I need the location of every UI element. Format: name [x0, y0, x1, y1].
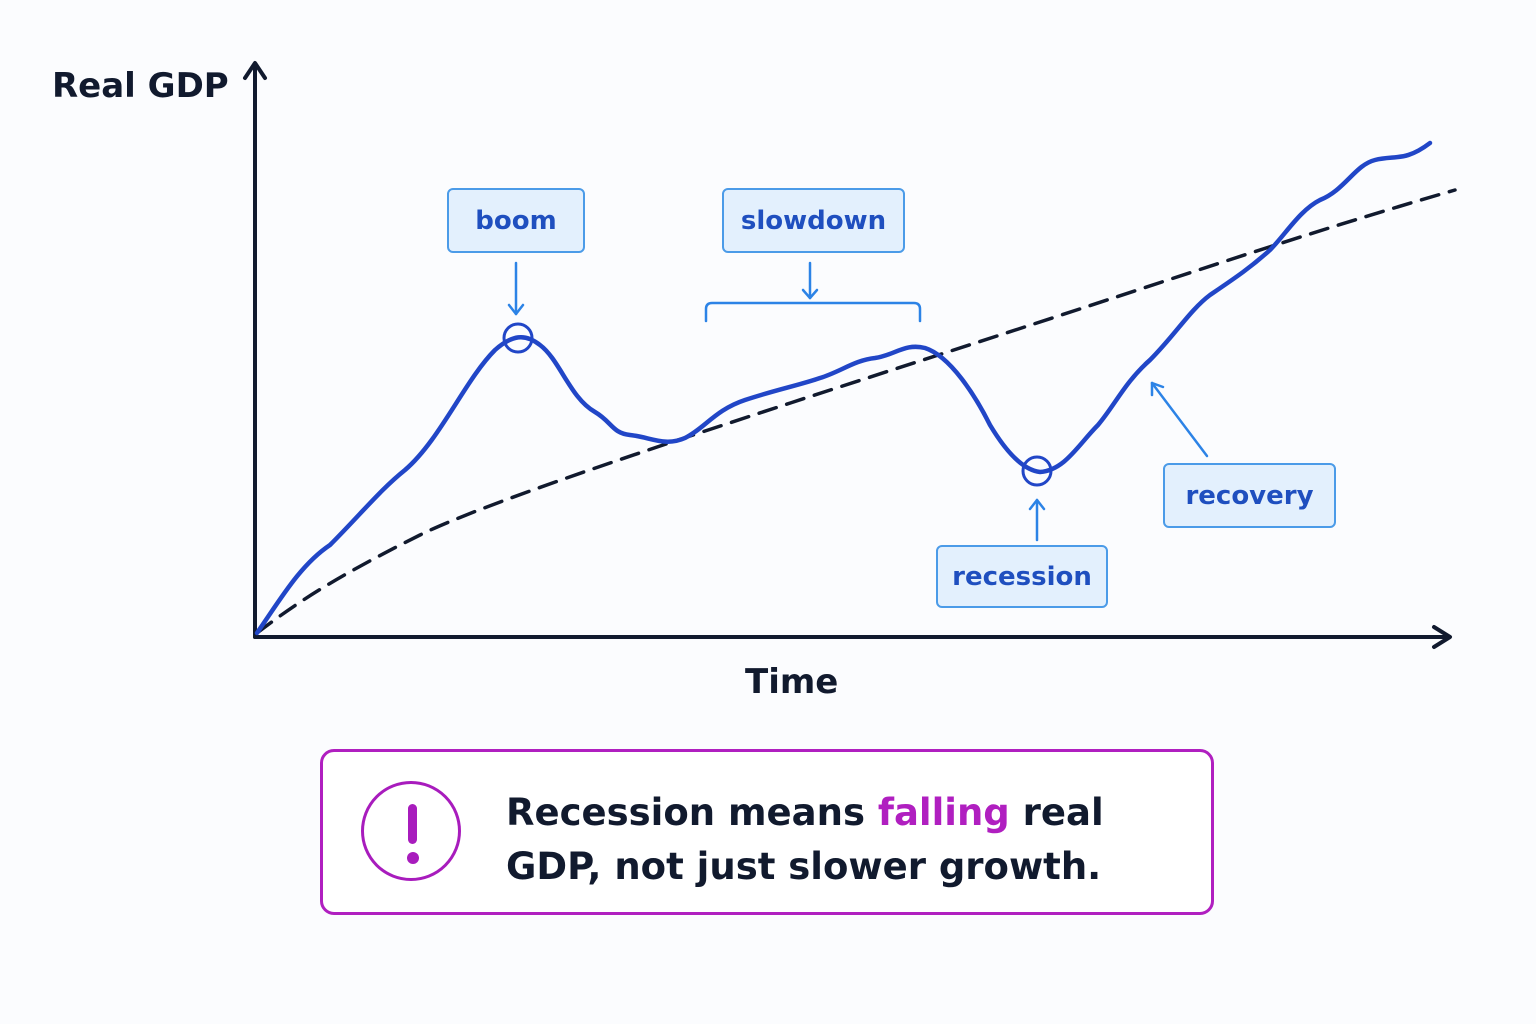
recovery-pointer-arrowhead	[1150, 381, 1165, 397]
exclamation-icon	[361, 781, 461, 881]
y-axis-arrowhead	[243, 61, 267, 80]
peak-marker	[502, 322, 534, 354]
callout-text-before: Recession means	[506, 791, 878, 834]
x-axis-title: Time	[745, 662, 839, 702]
boom-pointer-arrowhead	[507, 303, 525, 316]
recession-label: recession	[936, 545, 1108, 608]
callout-text: Recession means falling real GDP, not ju…	[506, 786, 1196, 894]
callout-text-highlight: falling	[877, 791, 1010, 834]
recession-pointer-arrowhead	[1028, 498, 1046, 511]
boom-label: boom	[447, 188, 585, 253]
slowdown-pointer-arrowhead	[801, 288, 819, 300]
slowdown-label: slowdown	[722, 188, 905, 253]
y-axis-title: Real GDP	[52, 66, 229, 106]
trend-line	[255, 188, 1457, 635]
gdp-line	[254, 140, 1433, 636]
recovery-pointer	[1150, 381, 1209, 458]
x-axis-arrowhead	[1432, 625, 1452, 649]
recovery-label: recovery	[1163, 463, 1336, 528]
slowdown-bracket	[704, 301, 922, 323]
callout-text-after: real GDP, not just slower growth.	[506, 791, 1104, 888]
definition-callout: Recession means falling real GDP, not ju…	[320, 749, 1214, 915]
trough-marker	[1021, 455, 1053, 487]
